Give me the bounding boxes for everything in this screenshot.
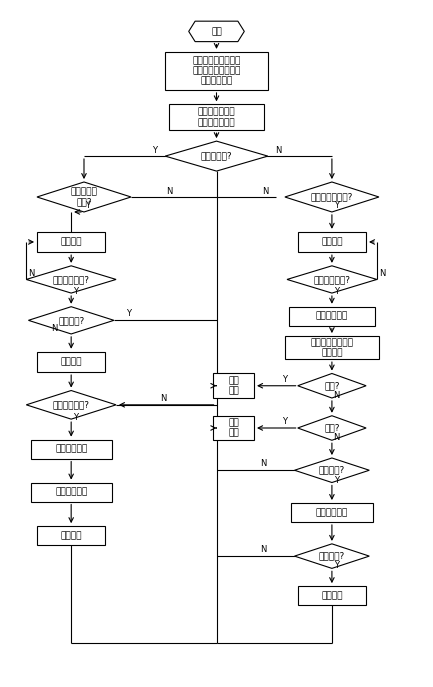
FancyBboxPatch shape xyxy=(31,482,112,502)
Text: 达到采样时间?: 达到采样时间? xyxy=(53,275,90,284)
FancyBboxPatch shape xyxy=(31,440,112,459)
FancyBboxPatch shape xyxy=(298,586,366,605)
Text: 发出提示: 发出提示 xyxy=(61,531,82,540)
Polygon shape xyxy=(287,266,377,293)
Text: N: N xyxy=(260,545,267,554)
Text: 制动信号?: 制动信号? xyxy=(58,316,84,325)
FancyBboxPatch shape xyxy=(213,416,254,440)
Text: Y: Y xyxy=(152,146,157,155)
Text: 车速大于设
定值?: 车速大于设 定值? xyxy=(71,188,97,207)
Text: Y: Y xyxy=(73,286,78,296)
Text: Y: Y xyxy=(333,201,339,210)
Text: 状态
指示: 状态 指示 xyxy=(228,376,239,396)
Text: 采集数据: 采集数据 xyxy=(321,238,343,247)
Text: N: N xyxy=(379,269,385,278)
Text: Y: Y xyxy=(73,413,78,422)
FancyBboxPatch shape xyxy=(285,336,379,359)
Text: 车速大于设定值?: 车速大于设定值? xyxy=(311,192,353,201)
Polygon shape xyxy=(294,544,369,568)
Text: 更新存储参数: 更新存储参数 xyxy=(55,488,87,497)
Text: 行驶异常结果: 行驶异常结果 xyxy=(316,508,348,517)
Text: Y: Y xyxy=(281,417,287,426)
Text: Y: Y xyxy=(333,286,339,296)
FancyBboxPatch shape xyxy=(169,104,264,131)
FancyBboxPatch shape xyxy=(37,232,105,252)
Text: 总路程确定?: 总路程确定? xyxy=(200,152,233,161)
Text: Y: Y xyxy=(333,475,339,484)
Text: 采集数据: 采集数据 xyxy=(61,238,82,247)
Text: 发出报警: 发出报警 xyxy=(321,591,343,600)
Text: 输入采样时间，理论
半径，轮速传感器齿
数等车辆信息: 输入采样时间，理论 半径，轮速传感器齿 数等车辆信息 xyxy=(192,56,241,86)
Text: 输入车速、阈值
等程序运行参数: 输入车速、阈值 等程序运行参数 xyxy=(198,108,235,127)
Text: N: N xyxy=(51,324,57,333)
Text: 计算实际行程: 计算实际行程 xyxy=(316,312,348,321)
Polygon shape xyxy=(298,416,366,440)
Text: 计算基准行程: 计算基准行程 xyxy=(55,444,87,453)
Text: Y: Y xyxy=(126,309,131,318)
Text: 达到采样时间?: 达到采样时间? xyxy=(313,275,350,284)
Polygon shape xyxy=(165,141,268,171)
Polygon shape xyxy=(298,374,366,398)
Polygon shape xyxy=(37,182,131,212)
Text: N: N xyxy=(29,269,35,278)
Text: 确实异常?: 确实异常? xyxy=(319,552,345,561)
Text: N: N xyxy=(160,394,166,403)
Polygon shape xyxy=(294,458,369,482)
Text: 偏松?: 偏松? xyxy=(324,423,339,433)
Text: N: N xyxy=(333,391,340,400)
FancyBboxPatch shape xyxy=(165,52,268,90)
FancyBboxPatch shape xyxy=(37,526,105,545)
FancyBboxPatch shape xyxy=(37,352,105,372)
FancyBboxPatch shape xyxy=(291,503,372,522)
Text: N: N xyxy=(275,146,282,155)
Text: 计算三种比较法的
相对误差: 计算三种比较法的 相对误差 xyxy=(310,338,353,357)
Polygon shape xyxy=(189,21,244,42)
Polygon shape xyxy=(285,182,379,212)
Text: N: N xyxy=(260,459,267,469)
Text: N: N xyxy=(333,433,340,442)
FancyBboxPatch shape xyxy=(289,306,375,326)
Text: Y: Y xyxy=(281,374,287,384)
Text: 达到设定次数?: 达到设定次数? xyxy=(53,401,90,409)
Text: N: N xyxy=(262,187,269,196)
Polygon shape xyxy=(26,390,116,419)
FancyBboxPatch shape xyxy=(298,232,366,252)
Text: 可能异常?: 可能异常? xyxy=(319,466,345,475)
Text: 开始: 开始 xyxy=(211,27,222,36)
Text: 计算行程: 计算行程 xyxy=(61,357,82,366)
Text: 匹配?: 匹配? xyxy=(324,381,339,390)
Polygon shape xyxy=(26,266,116,293)
FancyBboxPatch shape xyxy=(213,374,254,398)
Text: Y: Y xyxy=(333,561,339,570)
Text: N: N xyxy=(166,187,173,196)
Text: 状态
指示: 状态 指示 xyxy=(228,418,239,438)
Text: Y: Y xyxy=(85,201,90,210)
Polygon shape xyxy=(29,306,114,334)
